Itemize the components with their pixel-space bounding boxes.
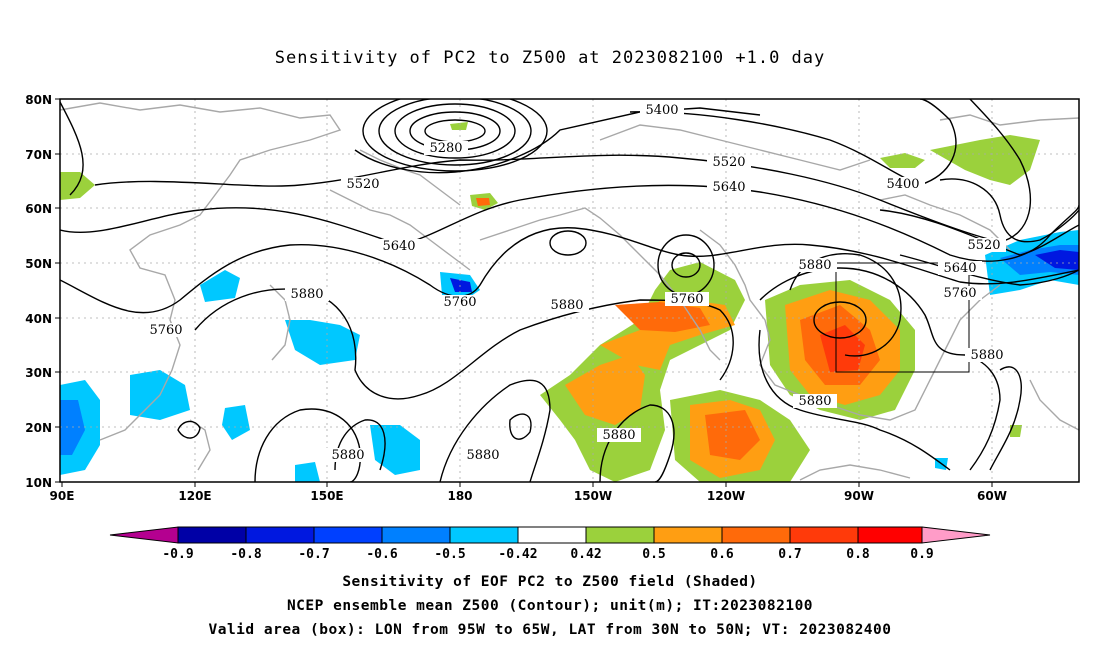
colorbar-label: -0.9 xyxy=(162,547,193,562)
colorbar-swatch xyxy=(721,526,791,544)
caption-line-2: NCEP ensemble mean Z500 (Contour); unit(… xyxy=(286,598,814,614)
lat-label: 30N xyxy=(25,366,52,380)
colorbar-label: -0.42 xyxy=(498,547,537,562)
colorbar-label: -0.7 xyxy=(298,547,329,562)
contour-label: 5760 xyxy=(443,295,476,310)
contour-label: 5760 xyxy=(943,286,976,301)
map-frame xyxy=(59,98,1080,483)
lon-label: 120E xyxy=(178,489,211,503)
lon-label: 60W xyxy=(977,489,1007,503)
colorbar-swatch xyxy=(789,526,859,544)
colorbar-label: -0.8 xyxy=(230,547,261,562)
contour-label: 5760 xyxy=(670,292,703,307)
contour-label: 5640 xyxy=(943,261,976,276)
lon-label: 90W xyxy=(844,489,874,503)
colorbar-label: -0.5 xyxy=(434,547,465,562)
lon-label: 150W xyxy=(574,489,612,503)
colorbar-swatch xyxy=(313,526,383,544)
colorbar-swatch xyxy=(517,526,587,544)
shading-negative xyxy=(60,230,1079,482)
contour-label: 5880 xyxy=(602,428,635,443)
colorbar-label: 0.5 xyxy=(642,547,665,562)
contour-label: 5400 xyxy=(886,177,919,192)
colorbar-swatch xyxy=(585,526,655,544)
tick-marks xyxy=(55,98,993,487)
contour-label: 5280 xyxy=(429,141,462,156)
lat-labels: 80N 70N 60N 50N 40N 30N 20N 10N xyxy=(25,93,52,490)
contour-label: 5760 xyxy=(149,323,182,338)
contour-label: 5880 xyxy=(798,258,831,273)
colorbar-swatch xyxy=(245,526,315,544)
lat-label: 50N xyxy=(25,257,52,271)
colorbar-label: 0.6 xyxy=(710,547,734,562)
contour-label: 5400 xyxy=(645,103,678,118)
lat-label: 70N xyxy=(25,148,52,162)
caption-line-1: Sensitivity of EOF PC2 to Z500 field (Sh… xyxy=(342,574,758,590)
colorbar-label: 0.8 xyxy=(846,547,870,562)
contour-label: 5520 xyxy=(967,238,1000,253)
lat-label: 80N xyxy=(25,93,52,107)
lon-labels: 90E 120E 150E 180 150W 120W 90W 60W xyxy=(50,489,1007,503)
contour-label: 5880 xyxy=(290,287,323,302)
lon-label: 150E xyxy=(310,489,343,503)
contour-label: 5640 xyxy=(712,180,745,195)
contour-label: 5520 xyxy=(712,155,745,170)
contour-label: 5880 xyxy=(550,298,583,313)
colorbar-swatch xyxy=(857,526,923,544)
lat-label: 60N xyxy=(25,202,52,216)
lat-label: 20N xyxy=(25,421,52,435)
colorbar-swatch xyxy=(177,526,247,544)
chart-title: Sensitivity of PC2 to Z500 at 2023082100… xyxy=(274,48,826,68)
contour-label: 5880 xyxy=(798,394,831,409)
colorbar-swatch xyxy=(381,526,451,544)
contour-label: 5520 xyxy=(346,177,379,192)
colorbar-label: 0.9 xyxy=(910,547,933,562)
lon-label: 120W xyxy=(707,489,745,503)
colorbar-label: 0.7 xyxy=(778,547,801,562)
lon-label: 90E xyxy=(50,489,75,503)
valid-area-box xyxy=(835,262,970,373)
contour-labels: 5280 5400 5520 5640 5520 5640 5760 5880 … xyxy=(144,103,1009,463)
colorbar-swatch xyxy=(449,526,519,544)
contour-label: 5880 xyxy=(970,348,1003,363)
colorbar-label: -0.6 xyxy=(366,547,397,562)
caption-line-3: Valid area (box): LON from 95W to 65W, L… xyxy=(208,622,892,638)
contour-label: 5640 xyxy=(382,239,415,254)
colorbar-swatch xyxy=(653,526,723,544)
colorbar: -0.9 -0.8 -0.7 -0.6 -0.5 -0.42 0.42 0.5 … xyxy=(109,526,991,562)
lat-label: 10N xyxy=(25,476,52,490)
contour-label: 5880 xyxy=(331,448,364,463)
colorbar-label: 0.42 xyxy=(570,547,601,562)
colorbar-left-triangle xyxy=(109,526,179,544)
lon-label: 180 xyxy=(447,489,472,503)
lat-label: 40N xyxy=(25,312,52,326)
contour-label-extra: 5880 xyxy=(466,448,499,463)
colorbar-right-triangle xyxy=(921,526,991,544)
